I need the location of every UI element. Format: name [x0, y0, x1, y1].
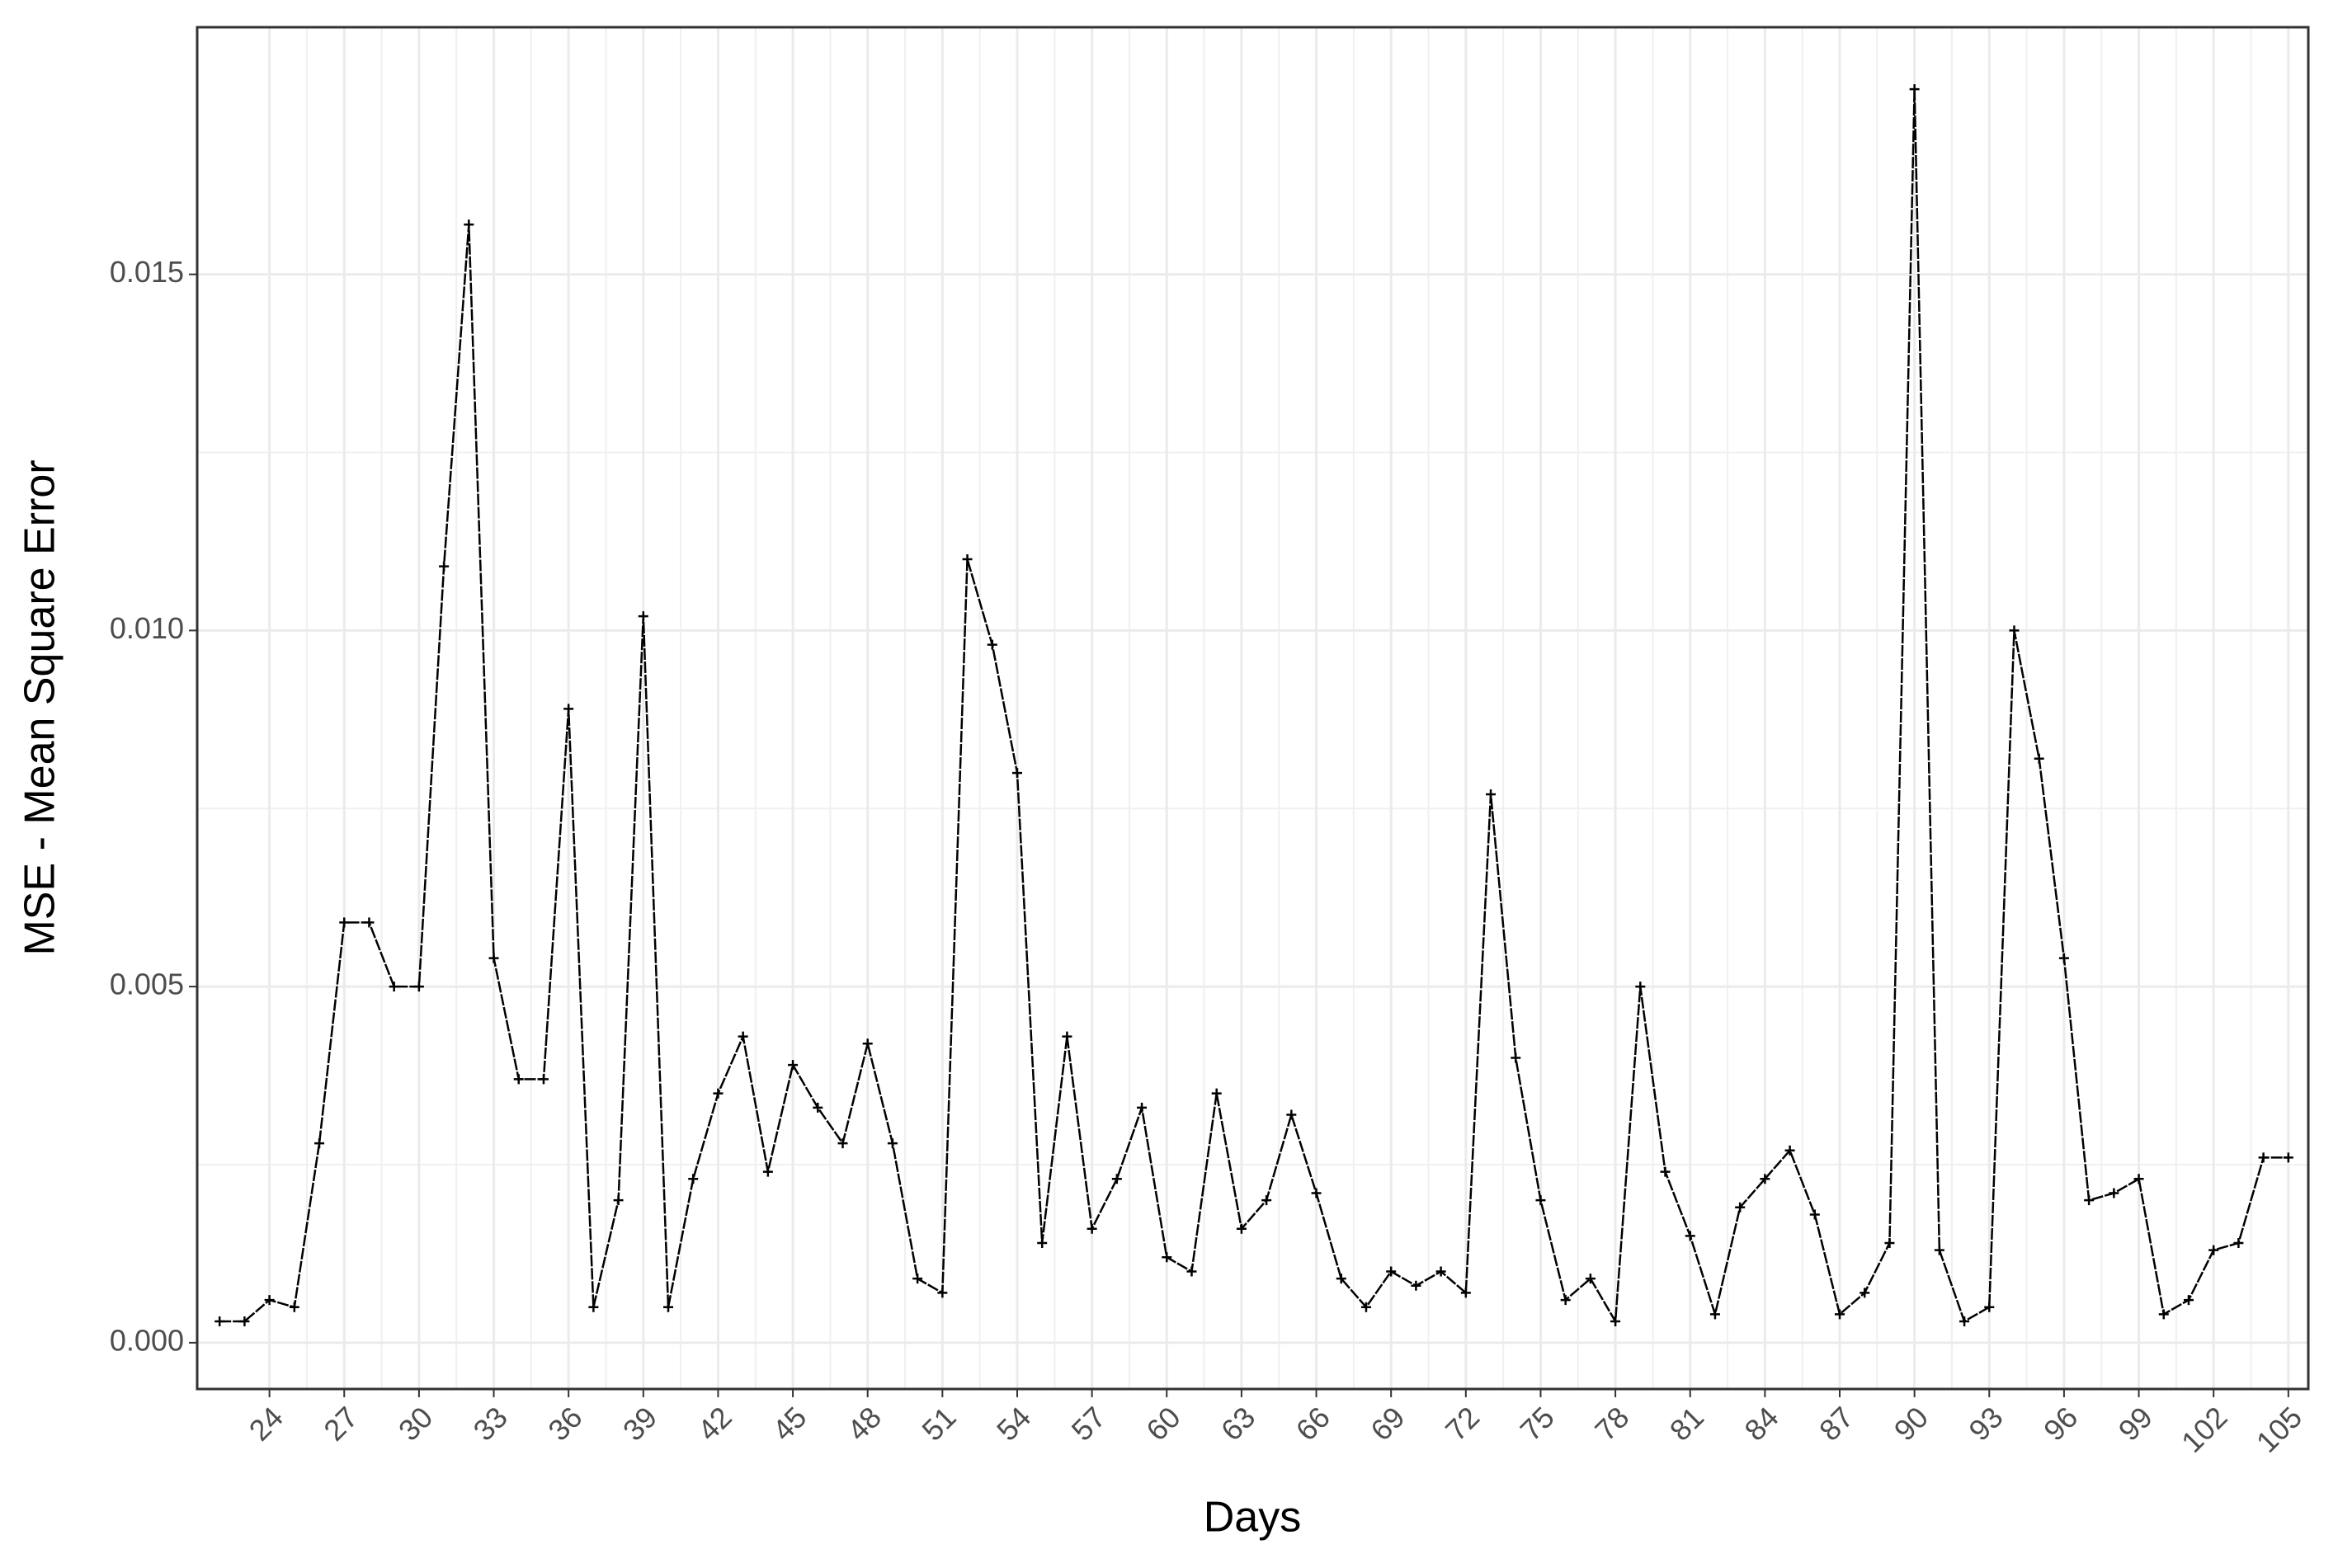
- data-point: [2109, 1188, 2119, 1198]
- data-point: [688, 1174, 699, 1184]
- data-point: [1760, 1174, 1770, 1184]
- data-point: [663, 1302, 674, 1312]
- data-point: [1037, 1237, 1048, 1248]
- data-point: [1236, 1223, 1247, 1234]
- data-point: [1311, 1188, 1322, 1198]
- data-point: [987, 639, 997, 650]
- data-point: [413, 982, 424, 992]
- x-axis-title: Days: [1204, 1494, 1301, 1542]
- data-point: [2233, 1237, 2244, 1248]
- data-point: [1835, 1309, 1845, 1320]
- data-point: [364, 917, 375, 928]
- data-point: [1360, 1302, 1371, 1312]
- y-tick-label: 0.005: [110, 968, 184, 1001]
- data-point: [1186, 1266, 1197, 1277]
- y-axis-title: MSE - Mean Square Error: [16, 459, 64, 955]
- data-point: [1709, 1309, 1720, 1320]
- data-point: [1111, 1174, 1122, 1184]
- data-point: [713, 1088, 724, 1099]
- y-tick-label: 0.015: [110, 255, 184, 289]
- data-point: [1435, 1266, 1446, 1277]
- data-point: [1211, 1088, 1222, 1099]
- data-point: [538, 1074, 549, 1085]
- data-point: [488, 953, 499, 963]
- data-point: [837, 1138, 848, 1149]
- data-point: [1460, 1288, 1471, 1298]
- data-point: [1585, 1274, 1596, 1284]
- data-point: [1685, 1231, 1695, 1241]
- data-point: [1809, 1209, 1820, 1220]
- data-point: [788, 1060, 799, 1071]
- data-point: [2034, 753, 2044, 764]
- data-point: [563, 704, 574, 714]
- data-point: [1286, 1109, 1297, 1120]
- data-point: [613, 1195, 624, 1206]
- data-point: [1784, 1145, 1795, 1156]
- data-point: [1535, 1195, 1546, 1206]
- data-point: [937, 1288, 948, 1298]
- data-point: [1011, 768, 1022, 779]
- data-point: [314, 1138, 325, 1149]
- data-point: [1984, 1302, 1995, 1312]
- data-point: [464, 219, 474, 230]
- data-point: [1486, 789, 1497, 799]
- data-point: [2283, 1152, 2293, 1163]
- data-point: [762, 1166, 773, 1177]
- y-tick-label: 0.010: [110, 611, 184, 645]
- data-point: [1087, 1223, 1097, 1234]
- data-point: [2208, 1245, 2219, 1255]
- data-point: [239, 1316, 250, 1326]
- data-point: [1660, 1166, 1671, 1177]
- data-point: [1934, 1245, 1944, 1255]
- data-point: [1162, 1252, 1172, 1263]
- data-point: [264, 1295, 275, 1306]
- data-point: [389, 982, 399, 992]
- data-line: [219, 89, 2289, 1326]
- y-tick-label: 0.000: [110, 1323, 184, 1357]
- data-point: [2058, 953, 2069, 963]
- data-point: [1635, 982, 1646, 992]
- data-point: [513, 1074, 524, 1085]
- data-point: [2258, 1152, 2269, 1163]
- data-point: [289, 1302, 299, 1312]
- data-point: [962, 554, 973, 565]
- data-point: [1261, 1195, 1272, 1206]
- plot-border: [196, 26, 2310, 1391]
- data-point: [1062, 1031, 1072, 1042]
- data-point: [862, 1038, 873, 1049]
- data-point: [1411, 1280, 1421, 1291]
- data-point: [1560, 1295, 1571, 1306]
- data-point: [1860, 1288, 1870, 1298]
- data-point: [588, 1302, 599, 1312]
- data-point: [912, 1274, 923, 1284]
- data-point: [2183, 1295, 2194, 1306]
- data-point: [1137, 1102, 1148, 1113]
- data-point: [1959, 1316, 1970, 1326]
- data-point: [2133, 1174, 2144, 1184]
- data-point: [2009, 625, 2020, 636]
- data-point: [638, 611, 648, 622]
- data-point: [1610, 1316, 1621, 1326]
- data-point: [1386, 1266, 1397, 1277]
- data-point: [1336, 1274, 1346, 1284]
- data-point: [214, 1316, 225, 1326]
- data-point: [1884, 1237, 1895, 1248]
- data-point: [887, 1138, 898, 1149]
- data-point: [339, 917, 350, 928]
- data-point: [1735, 1202, 1746, 1212]
- data-point: [2158, 1309, 2169, 1320]
- data-point: [813, 1102, 823, 1113]
- data-point: [439, 561, 450, 572]
- data-point: [2084, 1195, 2095, 1206]
- data-point: [1909, 84, 1920, 95]
- data-point: [738, 1031, 748, 1042]
- data-point: [1511, 1052, 1521, 1063]
